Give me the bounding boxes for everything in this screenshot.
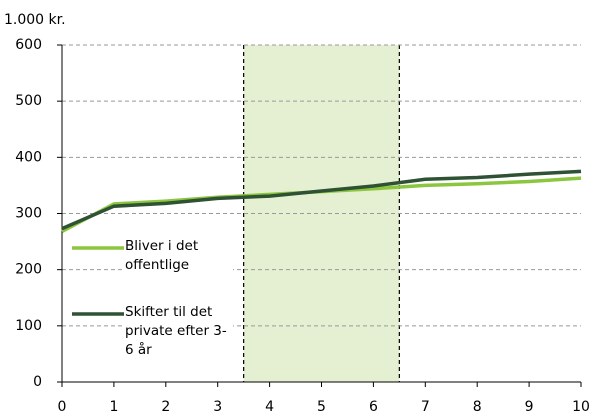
x-tick-label: 10 <box>572 399 590 415</box>
y-unit-label: 1.000 kr. <box>4 12 66 28</box>
x-tick-label: 1 <box>109 399 118 415</box>
x-tick-label: 0 <box>58 399 67 415</box>
y-tick-label: 0 <box>33 374 42 390</box>
x-tick-label: 9 <box>525 399 534 415</box>
series-line <box>61 169 582 231</box>
x-tick-label: 4 <box>265 399 274 415</box>
y-tick-label: 200 <box>15 262 42 278</box>
y-tick-label: 400 <box>15 149 42 165</box>
x-tick-label: 8 <box>473 399 482 415</box>
x-tick-label: 3 <box>213 399 222 415</box>
x-tick-label: 6 <box>369 399 378 415</box>
x-tick-label: 5 <box>317 399 326 415</box>
y-tick-label: 500 <box>15 93 42 109</box>
legend-label: Skifter til det private efter 3-6 år <box>125 303 233 360</box>
y-tick-label: 100 <box>15 318 42 334</box>
x-tick-label: 7 <box>421 399 430 415</box>
x-tick-label: 2 <box>161 399 170 415</box>
y-tick-label: 300 <box>15 206 42 222</box>
y-tick-label: 600 <box>15 37 42 53</box>
legend-label: Bliver i det offentlige <box>125 237 233 275</box>
